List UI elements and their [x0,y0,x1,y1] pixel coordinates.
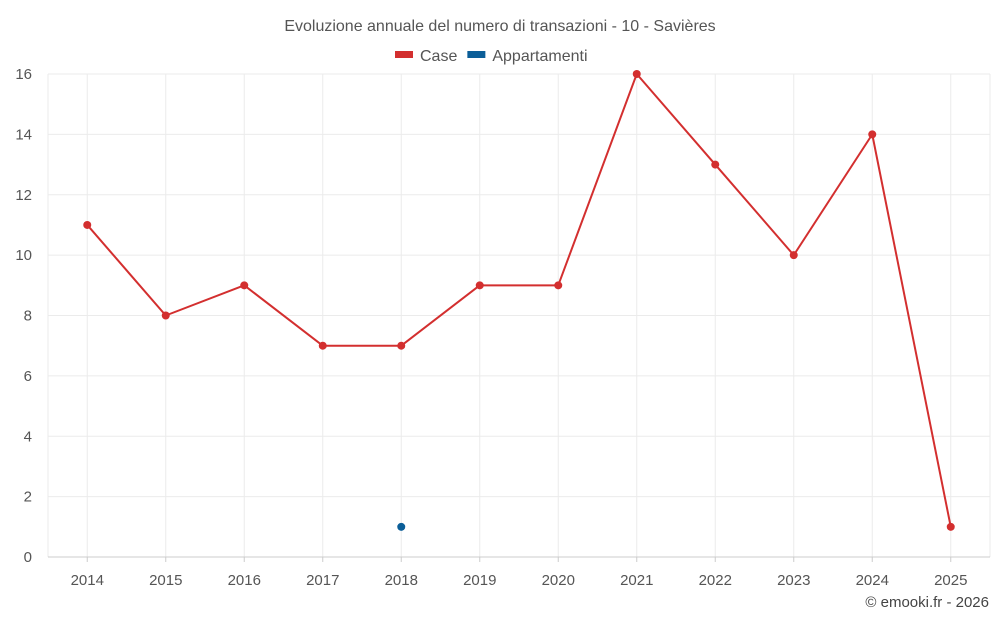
data-point-case[interactable] [83,220,92,229]
y-tick-label: 6 [24,368,32,385]
x-tick-label: 2018 [385,572,418,589]
legend-swatch-case [395,51,413,58]
gridlines [47,73,991,557]
data-point-case[interactable] [554,281,563,290]
data-point-case[interactable] [711,160,720,169]
y-tick-label: 10 [15,247,32,264]
x-tick-label: 2016 [228,572,261,589]
x-tick-label: 2022 [699,572,732,589]
data-point-case[interactable] [632,70,641,78]
data-point-case[interactable] [318,341,327,350]
y-tick-label: 2 [24,489,32,506]
x-tick-label: 2025 [934,572,967,589]
data-point-case[interactable] [397,341,406,350]
x-tick-label: 2019 [463,572,496,589]
x-tick-label: 2014 [71,572,104,589]
y-axis: 0 2 4 6 8 10 12 14 16 [15,66,32,566]
y-tick-label: 0 [24,549,32,566]
series-layer [83,70,955,531]
data-point-case[interactable] [946,522,955,531]
series-line-case [86,73,952,528]
x-tick-label: 2017 [306,572,339,589]
data-point-case[interactable] [161,311,170,320]
x-axis: 2014 2015 2016 2017 2018 2019 2020 2021 2022 2023… [48,556,990,589]
data-point-appartamenti[interactable] [397,522,406,531]
y-tick-label: 12 [15,187,32,204]
y-tick-label: 4 [24,428,32,445]
x-tick-label: 2024 [856,572,889,589]
y-tick-label: 14 [15,126,32,143]
x-tick-label: 2021 [620,572,653,589]
x-tick-label: 2023 [777,572,810,589]
y-tick-label: 16 [15,66,32,83]
legend: Case Appartamenti [395,48,588,65]
legend-swatch-appartamenti [467,51,486,58]
y-tick-label: 8 [24,308,32,325]
x-tick-label: 2020 [542,572,575,589]
data-point-case[interactable] [240,281,249,290]
credit-text: © emooki.fr - 2026 [865,594,989,611]
x-tick-label: 2015 [149,572,182,589]
legend-item-appartamenti[interactable]: Appartamenti [492,48,587,65]
legend-item-case[interactable]: Case [420,48,457,65]
data-point-case[interactable] [868,130,877,139]
chart-title: Evoluzione annuale del numero di transaz… [284,18,715,35]
data-point-case[interactable] [475,281,484,290]
data-point-case[interactable] [789,251,798,260]
